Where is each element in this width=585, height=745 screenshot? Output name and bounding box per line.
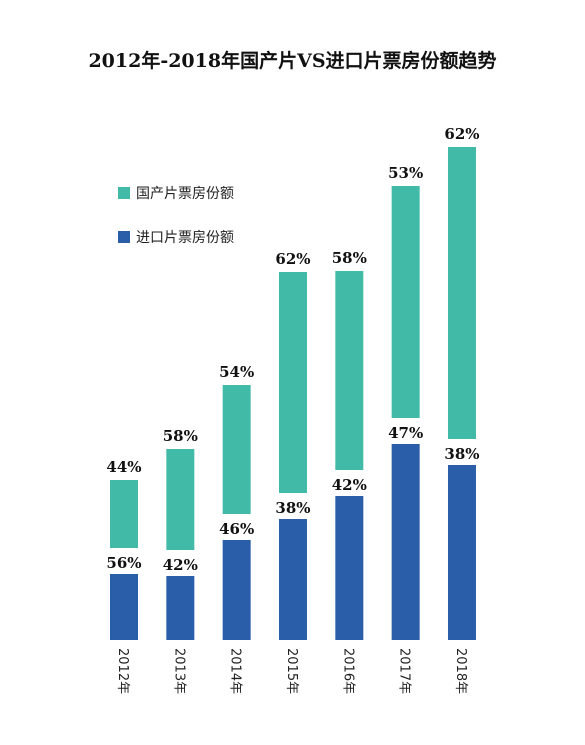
label-imported-1: 42% [163,556,198,574]
label-domestic-1: 58% [163,427,198,445]
legend-label-0: 国产片票房份额 [136,186,234,202]
value-labels: 56% 44% 42% 58% 46% 54% 38% 62% 42% 58% 47% 53% 38% 6… [106,125,479,574]
bar-imported-6 [447,465,476,640]
bar-domestic-0 [110,480,138,548]
x-tick-5: 2017年 [397,648,412,694]
bar-imported-0 [110,574,138,640]
label-imported-3: 38% [275,499,310,517]
bars [110,147,476,640]
label-imported-6: 38% [444,445,479,463]
bar-domestic-6 [447,147,476,439]
x-tick-1: 2013年 [171,648,186,694]
x-tick-0: 2012年 [115,648,130,694]
x-tick-4: 2016年 [340,648,355,694]
bar-imported-1 [166,576,195,640]
x-tick-3: 2015年 [284,648,299,694]
bar-domestic-2 [222,385,251,514]
x-tick-6: 2018年 [453,648,468,694]
bar-imported-2 [222,540,251,640]
label-domestic-0: 44% [106,458,141,476]
label-imported-5: 47% [388,424,423,442]
bar-domestic-4 [335,271,364,470]
bar-domestic-3 [278,272,307,493]
legend-swatch-0 [118,187,130,199]
x-axis-ticks: 2012年 2013年 2014年 2015年 2016年 2017年 2018年 [115,648,468,694]
label-domestic-6: 62% [444,125,479,143]
legend-swatch-1 [118,231,130,243]
bar-domestic-5 [391,186,420,418]
legend-label-1: 进口片票房份额 [136,230,234,246]
bar-imported-5 [391,444,420,640]
label-imported-2: 46% [219,520,254,538]
label-domestic-4: 58% [332,249,367,267]
label-imported-4: 42% [332,476,367,494]
bar-imported-4 [335,496,364,640]
chart-title: 2012年-2018年国产片VS进口片票房份额趋势 [88,50,497,72]
label-domestic-5: 53% [388,164,423,182]
label-domestic-2: 54% [219,363,254,381]
x-tick-2: 2014年 [228,648,243,694]
label-imported-0: 56% [106,554,141,572]
label-domestic-3: 62% [275,250,310,268]
bar-imported-3 [278,519,307,640]
bar-domestic-1 [166,449,195,550]
